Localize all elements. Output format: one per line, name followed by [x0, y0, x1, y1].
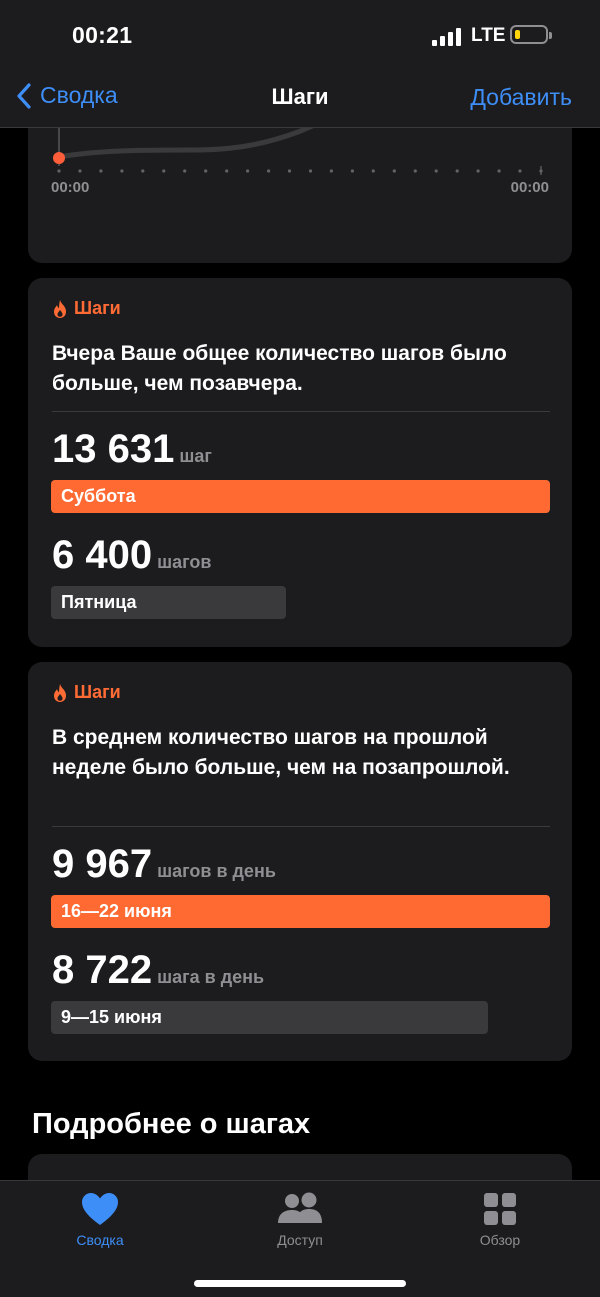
chart-axis-dot	[434, 169, 438, 173]
chart-x-end-label: 00:00	[510, 179, 549, 196]
network-type: LTE	[471, 25, 506, 46]
navigation-bar: Сводка Шаги Добавить	[0, 72, 600, 128]
section-title: Подробнее о шагах	[32, 1108, 311, 1140]
chart-axis-dot	[141, 169, 145, 173]
chart-x-start-label: 00:00	[51, 179, 90, 196]
tab-bar: Сводка Доступ Обзор	[0, 1180, 600, 1297]
signal-icon	[432, 26, 462, 46]
chart-axis-dot	[539, 169, 543, 173]
primary-bar: 16—22 июня	[51, 895, 550, 928]
chart-axis-dot	[497, 169, 501, 173]
chart-start-point	[53, 152, 65, 164]
highlight-card-weekly[interactable]: Шаги В среднем количество шагов на прошл…	[28, 662, 572, 1061]
chart-axis-dot	[308, 169, 313, 173]
people-icon	[278, 1192, 322, 1223]
chart-axis-dot	[162, 169, 166, 173]
chart-axis-dot	[413, 169, 417, 173]
chart-axis-dot	[57, 169, 61, 173]
card-category: Шаги	[52, 298, 121, 319]
secondary-unit: шага в день	[157, 967, 265, 987]
chart-axis-dot	[350, 169, 354, 173]
secondary-value-row: 6 400 шагов	[52, 533, 211, 578]
add-button[interactable]: Добавить	[470, 84, 572, 110]
chart-axis-dot	[329, 169, 333, 173]
chart-axis-dot	[455, 169, 459, 173]
secondary-bar: Пятница	[51, 586, 286, 619]
battery-icon	[510, 25, 552, 44]
primary-value-row: 9 967 шагов в день	[52, 842, 276, 887]
primary-bar-label: 16—22 июня	[61, 901, 172, 921]
chart-axis-dot	[287, 169, 292, 173]
steps-chart-card[interactable]: 00:00 00:00	[28, 128, 572, 263]
chart-axis-dot	[246, 169, 250, 173]
primary-bar: Суббота	[51, 480, 550, 513]
secondary-value: 6 400	[52, 533, 153, 577]
chart-axis-dot	[78, 169, 82, 173]
flame-icon	[54, 299, 66, 318]
secondary-bar: 9—15 июня	[51, 1001, 488, 1034]
secondary-value: 8 722	[52, 948, 153, 992]
status-bar: 00:21 LTE	[0, 0, 600, 72]
chevron-left-icon	[17, 82, 31, 109]
secondary-value-row: 8 722 шага в день	[52, 948, 264, 993]
back-label: Сводка	[40, 82, 118, 108]
tab-sharing-label: Доступ	[277, 1232, 323, 1248]
primary-value: 13 631	[52, 427, 175, 471]
chart-axis-dot	[392, 169, 396, 173]
chart-axis-dot	[183, 169, 187, 173]
card-category-label: Шаги	[74, 682, 121, 702]
grid-icon	[484, 1193, 516, 1225]
back-button[interactable]: Сводка	[16, 82, 118, 109]
divider	[52, 826, 550, 827]
secondary-unit: шагов	[157, 552, 212, 572]
secondary-bar-label: 9—15 июня	[61, 1007, 162, 1027]
heart-icon	[82, 1193, 118, 1225]
card-category: Шаги	[52, 682, 121, 703]
tab-browse-label: Обзор	[479, 1232, 521, 1248]
status-time: 00:21	[72, 22, 133, 48]
primary-unit: шаг	[179, 446, 212, 466]
home-indicator	[194, 1280, 406, 1287]
chart-axis-dot	[225, 169, 229, 173]
tab-summary-label: Сводка	[76, 1232, 124, 1248]
chart-axis-dots	[57, 169, 543, 173]
chart-axis-dot	[204, 169, 208, 173]
chart-axis-dot	[518, 169, 522, 173]
chart-line	[56, 128, 314, 160]
secondary-bar-label: Пятница	[61, 592, 137, 612]
chart-axis-dot	[267, 169, 271, 173]
card-text: Вчера Ваше общее количество шагов было б…	[52, 342, 507, 395]
chart-axis-dot	[371, 169, 375, 173]
steps-chart	[53, 128, 543, 175]
details-card[interactable]	[28, 1154, 572, 1180]
highlight-card-daily[interactable]: Шаги Вчера Ваше общее количество шагов б…	[28, 278, 572, 647]
content-scroll[interactable]: 00:00 00:00 Шаги Вчера Ваше общее количе…	[0, 128, 600, 1180]
chart-axis-dot	[120, 169, 124, 173]
primary-unit: шагов в день	[157, 861, 276, 881]
card-category-label: Шаги	[74, 298, 121, 318]
primary-bar-label: Суббота	[61, 486, 136, 506]
flame-icon	[54, 683, 66, 702]
chart-axis-dot	[476, 169, 480, 173]
primary-value-row: 13 631 шаг	[52, 427, 212, 472]
card-text: В среднем количество шагов на прошлой не…	[52, 726, 510, 779]
primary-value: 9 967	[52, 842, 153, 886]
divider	[52, 411, 550, 412]
chart-axis-dot	[99, 169, 103, 173]
page-title: Шаги	[271, 84, 329, 109]
